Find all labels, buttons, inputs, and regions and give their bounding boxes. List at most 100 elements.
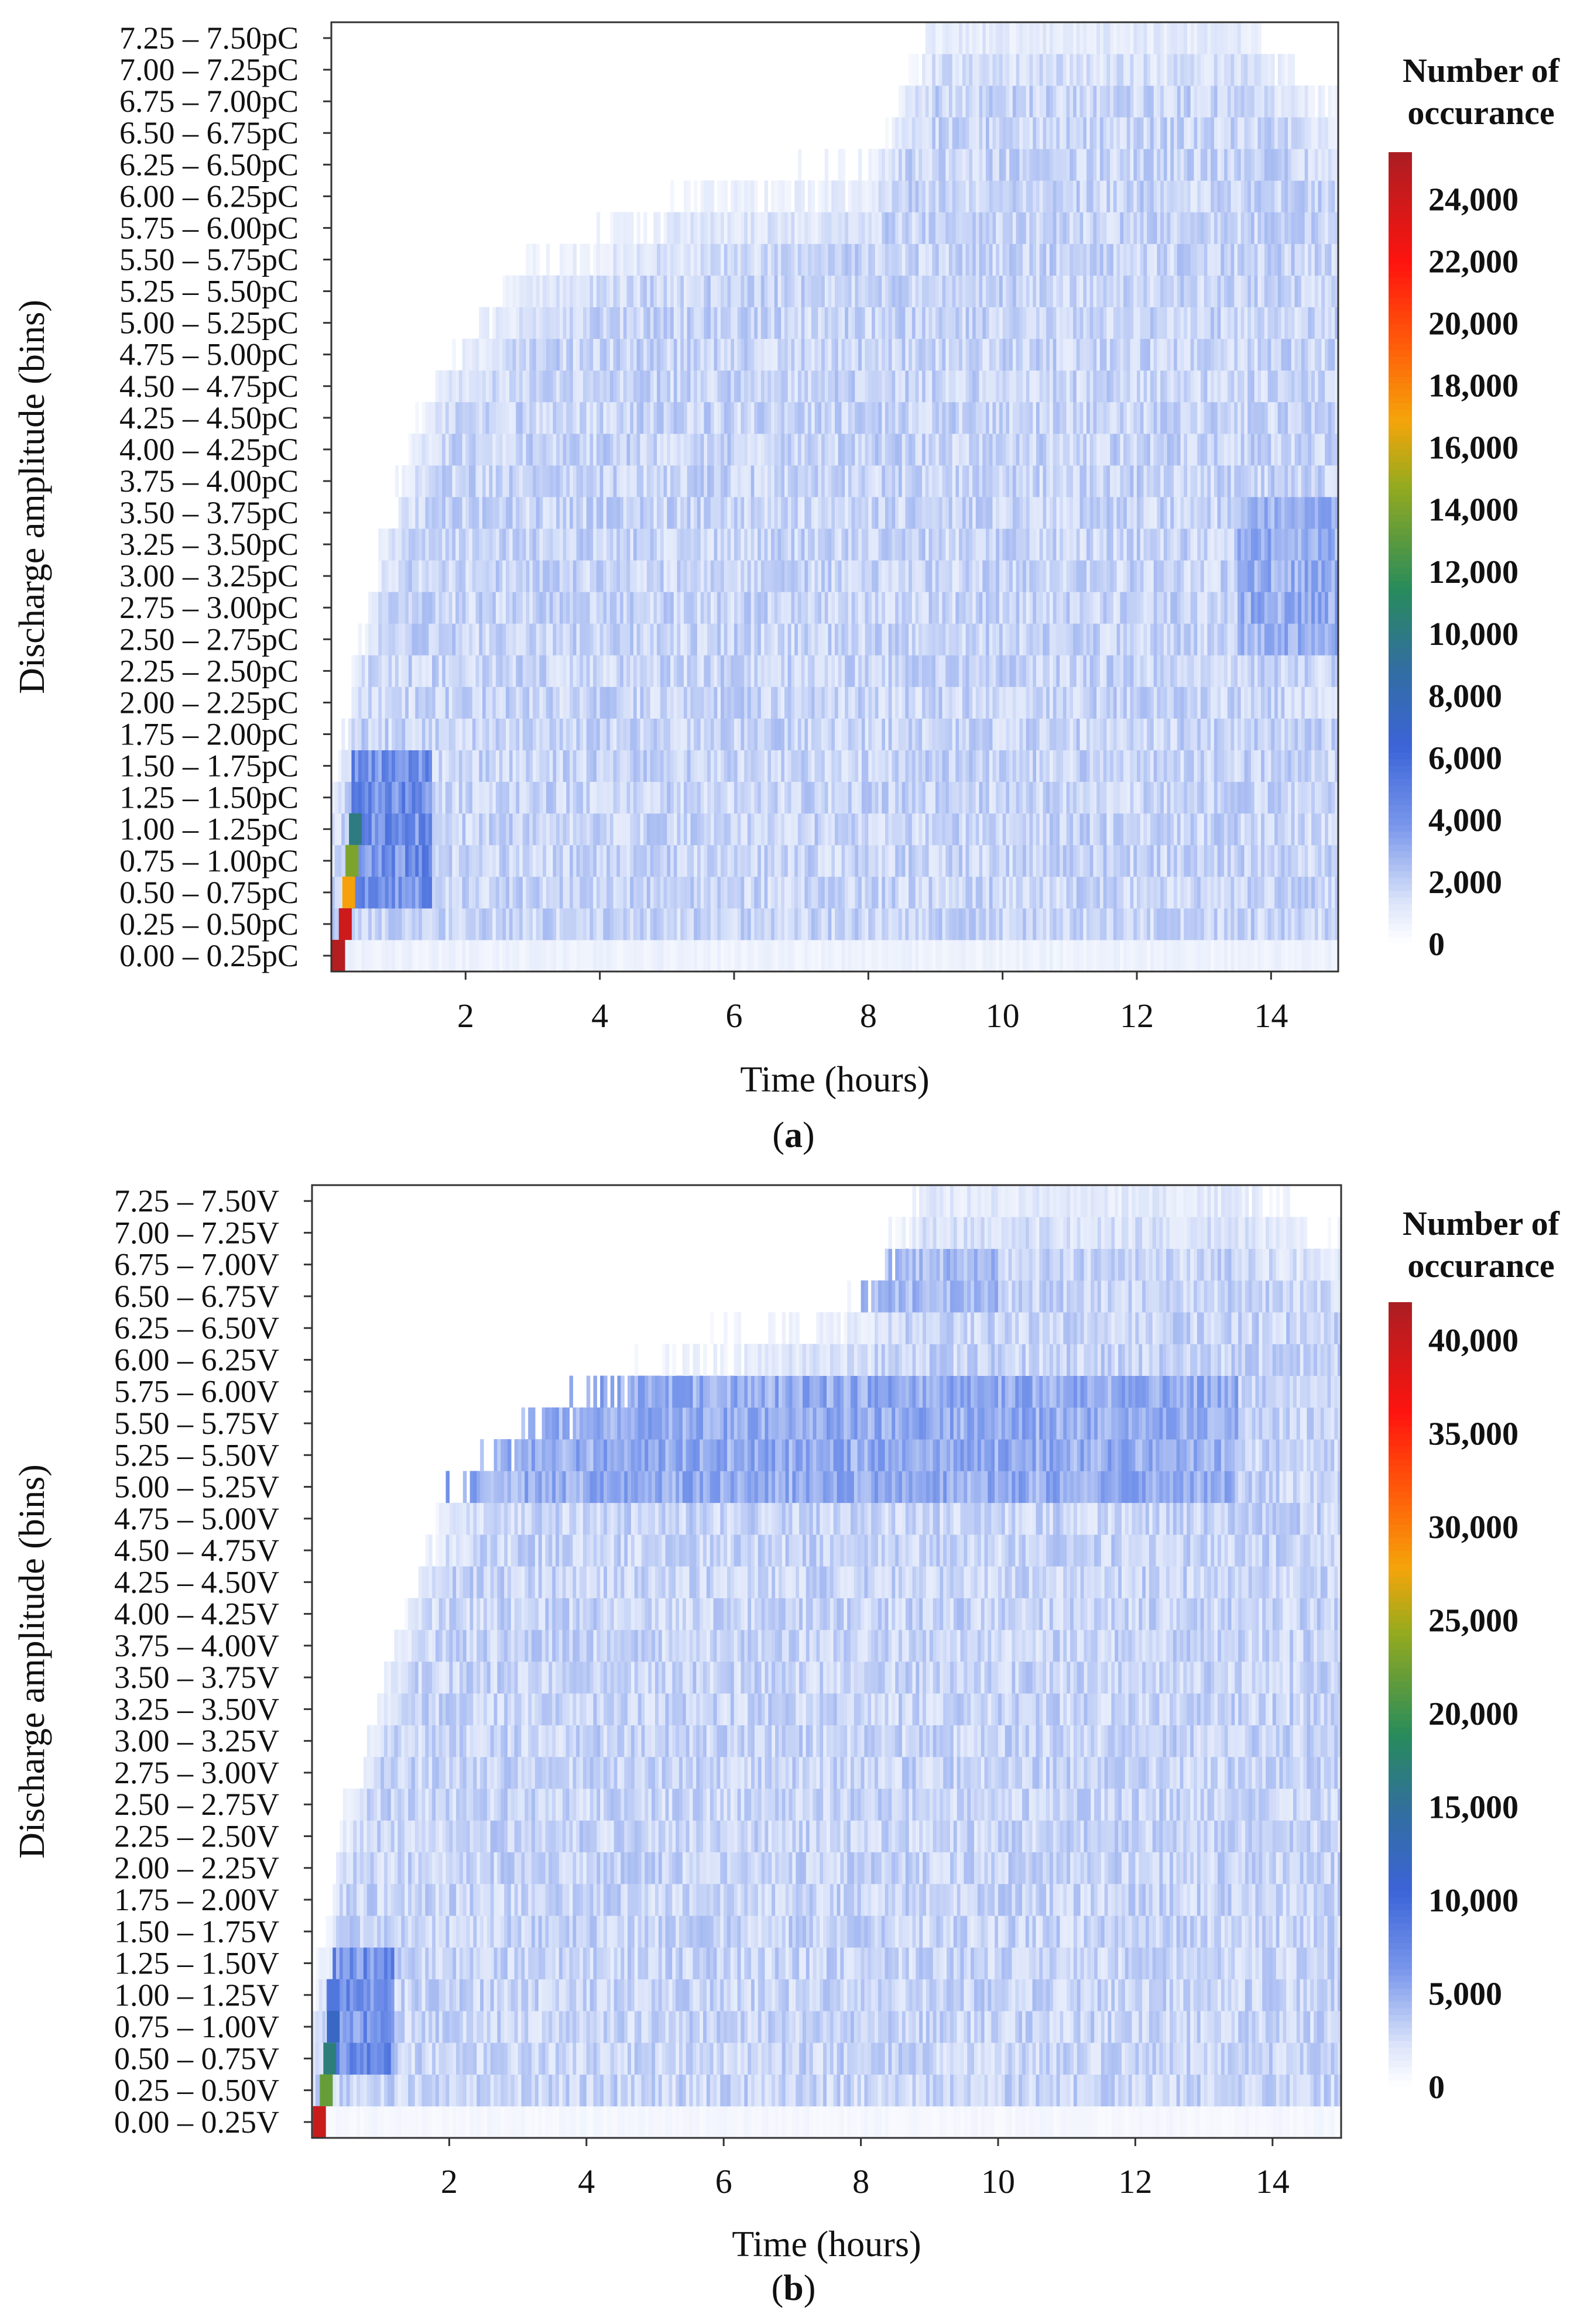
heatmap-cell: [448, 401, 453, 434]
heatmap-cell: [1036, 54, 1040, 86]
heatmap-cell: [996, 623, 1000, 655]
heatmap-cell: [1036, 686, 1040, 719]
heatmap-cell: [932, 338, 936, 371]
heatmap-cell: [566, 908, 570, 940]
heatmap-cell: [878, 180, 882, 212]
heatmap-cell: [660, 686, 664, 719]
heatmap-cell: [475, 592, 479, 624]
heatmap-cell: [814, 433, 818, 466]
heatmap-cell: [673, 813, 678, 846]
heatmap-cell: [663, 781, 667, 814]
heatmap-cell: [559, 876, 564, 909]
heatmap-cell: [1002, 528, 1006, 561]
heatmap-cell: [764, 939, 768, 972]
heatmap-cell: [1039, 908, 1043, 940]
heatmap-cell: [872, 686, 876, 719]
heatmap-cell: [902, 655, 906, 687]
heatmap-cell: [835, 876, 839, 909]
heatmap-cell: [932, 117, 936, 149]
heatmap-cell: [539, 781, 543, 814]
heatmap-cell: [546, 307, 550, 339]
heatmap-cell: [690, 528, 694, 561]
heatmap-cell: [797, 212, 802, 244]
heatmap-cell: [821, 813, 825, 846]
heatmap-cell: [710, 592, 715, 624]
heatmap-cell: [952, 908, 956, 940]
heatmap-cell: [378, 750, 382, 782]
heatmap-cell: [855, 401, 859, 434]
heatmap-cell: [741, 623, 745, 655]
heatmap-cell: [506, 275, 510, 307]
heatmap-cell: [744, 180, 748, 212]
heatmap-cell: [529, 370, 533, 403]
heatmap-cell: [536, 560, 540, 592]
heatmap-cell: [1049, 845, 1054, 877]
heatmap-cell: [388, 560, 392, 592]
heatmap-cell: [680, 560, 684, 592]
heatmap-cell: [1049, 876, 1054, 909]
heatmap-cell: [865, 655, 869, 687]
heatmap-cell: [509, 465, 513, 497]
heatmap-cell: [1012, 54, 1017, 86]
heatmap-cell: [731, 908, 735, 940]
heatmap-cell: [885, 939, 889, 972]
heatmap-cell: [808, 465, 812, 497]
heatmap-cell: [731, 180, 735, 212]
heatmap-cell: [472, 939, 477, 972]
heatmap-cell: [395, 655, 399, 687]
heatmap-cell: [750, 275, 755, 307]
heatmap-cell: [922, 718, 926, 750]
heatmap-cell: [516, 781, 520, 814]
heatmap-cell: [365, 623, 369, 655]
heatmap-cell: [573, 876, 577, 909]
heatmap-cell: [1019, 465, 1023, 497]
heatmap-cell: [630, 243, 634, 276]
heatmap-cell: [972, 307, 976, 339]
heatmap-cell: [922, 149, 926, 181]
heatmap-cell: [771, 465, 775, 497]
heatmap-cell: [845, 813, 849, 846]
heatmap-cell: [992, 433, 996, 466]
heatmap-cell: [1033, 243, 1037, 276]
heatmap-cell: [935, 845, 940, 877]
heatmap-cell: [653, 465, 657, 497]
heatmap-cell: [754, 497, 758, 529]
heatmap-cell: [892, 433, 896, 466]
heatmap-cell: [495, 623, 500, 655]
heatmap-cell: [922, 465, 926, 497]
heatmap-cell: [519, 528, 523, 561]
heatmap-cell: [1033, 307, 1037, 339]
heatmap-cell: [1012, 370, 1017, 403]
heatmap-cell: [533, 876, 537, 909]
heatmap-cell: [878, 212, 882, 244]
heatmap-cell: [1012, 433, 1017, 466]
heatmap-cell: [868, 338, 872, 371]
heatmap-cell: [707, 560, 711, 592]
heatmap-cell: [969, 338, 973, 371]
heatmap-cell: [646, 623, 651, 655]
heatmap-cell: [529, 813, 533, 846]
heatmap-cell: [858, 212, 862, 244]
heatmap-cell: [392, 845, 396, 877]
heatmap-cell: [516, 813, 520, 846]
heatmap-cell: [909, 939, 913, 972]
heatmap-cell: [959, 781, 963, 814]
heatmap-cell: [764, 592, 768, 624]
heatmap-cell: [811, 686, 815, 719]
heatmap-cell: [952, 433, 956, 466]
heatmap-cell: [1016, 718, 1020, 750]
heatmap-cell: [962, 497, 966, 529]
heatmap-cell: [633, 401, 637, 434]
heatmap-cell: [808, 813, 812, 846]
heatmap-cell: [781, 939, 785, 972]
heatmap-cell: [690, 686, 694, 719]
heatmap-cell: [911, 655, 916, 687]
heatmap-cell: [925, 845, 930, 877]
heatmap-cell: [1006, 180, 1010, 212]
heatmap-cell: [865, 307, 869, 339]
heatmap-cell: [492, 686, 496, 719]
heatmap-cell: [875, 655, 879, 687]
heatmap-cell: [445, 528, 450, 561]
heatmap-cell: [868, 592, 872, 624]
heatmap-cell: [717, 275, 721, 307]
